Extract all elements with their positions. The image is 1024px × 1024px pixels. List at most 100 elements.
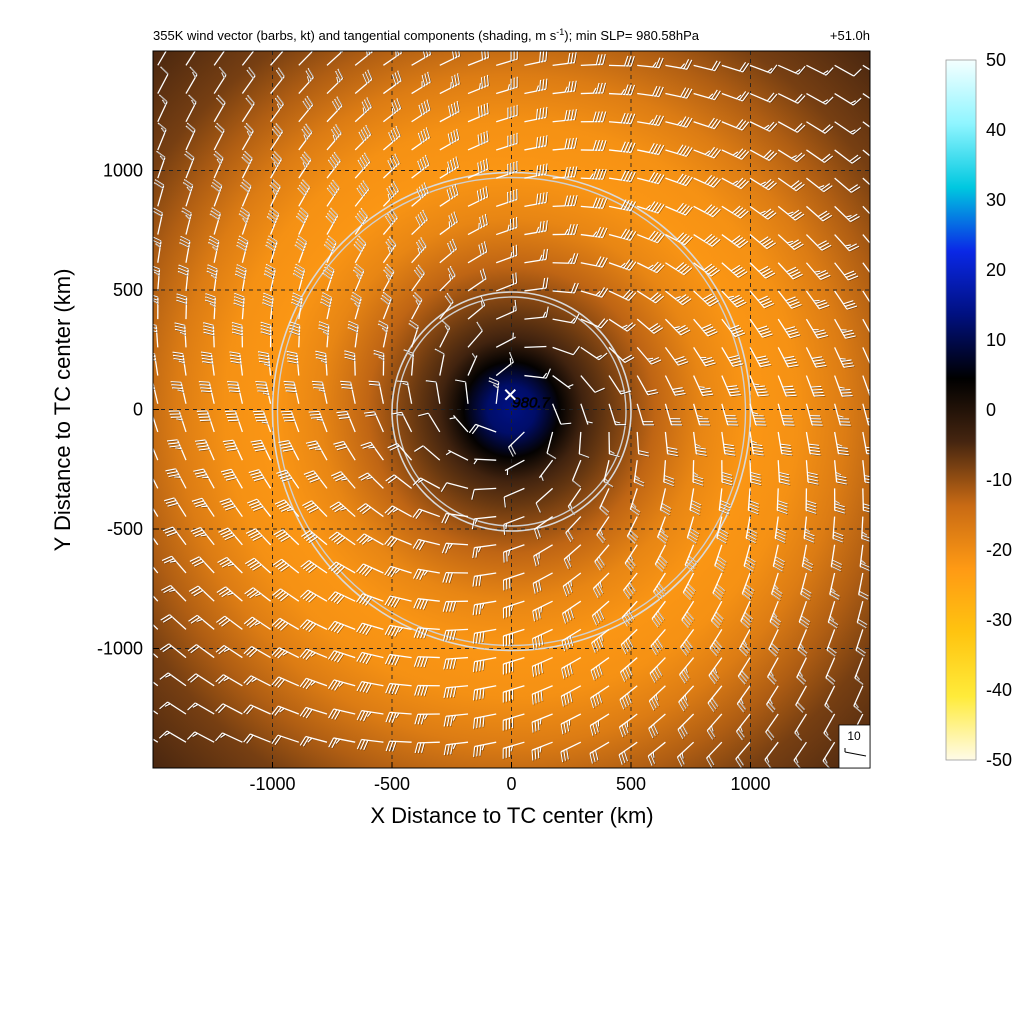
wind-barb: [159, 701, 187, 715]
wind-barb: [162, 526, 187, 546]
wind-barb: [749, 205, 778, 221]
wind-barb: [524, 135, 549, 151]
wind-barb: [502, 713, 525, 732]
wind-barb: [524, 106, 548, 123]
wind-barb: [552, 224, 579, 236]
wind-barb: [179, 235, 191, 263]
wind-barb: [384, 595, 412, 609]
wind-barb: [502, 656, 525, 676]
wind-barb: [777, 262, 804, 280]
wind-barb: [467, 186, 489, 207]
wind-barb: [153, 507, 159, 517]
wind-barb: [859, 544, 870, 572]
wind-barb: [473, 741, 497, 758]
wind-barb: [636, 261, 666, 274]
wind-barb: [853, 685, 864, 714]
wind-barb: [552, 253, 579, 265]
wind-barb: [496, 104, 519, 123]
wind-barb: [664, 375, 687, 397]
wind-barb: [271, 734, 299, 746]
wind-barb: [177, 264, 190, 292]
wind-barb: [153, 179, 165, 207]
wind-barb: [315, 350, 328, 376]
wind-barb: [531, 741, 553, 762]
wind-barb: [354, 152, 371, 179]
wind-barb: [768, 629, 781, 658]
wind-barb: [771, 572, 784, 601]
wind-barb: [567, 488, 582, 516]
wind-barb: [185, 51, 196, 66]
wind-barb: [531, 685, 553, 706]
wind-barb: [824, 685, 836, 714]
wind-barb: [633, 460, 646, 488]
wind-barb: [777, 375, 798, 398]
wind-barb: [502, 600, 525, 620]
wind-barb: [260, 321, 272, 348]
wind-barb: [185, 122, 197, 151]
wind-barb: [414, 741, 440, 754]
wind-barb: [356, 563, 384, 577]
wind-barb: [153, 652, 159, 659]
wind-barb: [692, 403, 711, 427]
wind-barb: [805, 290, 831, 310]
wind-barb: [434, 348, 446, 376]
wind-barb: [721, 460, 733, 487]
wind-barb: [467, 295, 486, 320]
wind-barb: [676, 741, 695, 768]
wind-barb: [774, 516, 787, 544]
wind-barb: [467, 353, 478, 376]
wind-barb: [411, 291, 423, 320]
wind-barb: [777, 460, 791, 486]
wind-barb: [164, 497, 187, 517]
wind-barb: [650, 628, 666, 656]
wind-barb: [273, 529, 300, 546]
wind-barb: [608, 170, 637, 183]
y-tick-label: 500: [113, 280, 143, 300]
wind-barb: [524, 368, 552, 380]
wind-barb: [441, 542, 469, 555]
wind-barb: [356, 622, 384, 636]
wind-barb: [157, 51, 167, 66]
wind-barb: [472, 628, 497, 645]
wind-barb: [749, 121, 778, 133]
wind-barb: [347, 320, 360, 348]
wind-barb: [257, 351, 272, 376]
wind-barb: [300, 560, 328, 574]
wind-barb: [473, 458, 497, 466]
wind-barb: [665, 173, 694, 187]
wind-barb: [766, 685, 779, 714]
wind-barb: [618, 741, 638, 766]
wind-barb: [411, 264, 426, 292]
wind-barb: [176, 293, 188, 320]
wind-barb: [443, 713, 469, 728]
wind-barb: [833, 460, 848, 486]
wind-barb: [301, 530, 328, 546]
wind-barb: [862, 403, 870, 427]
wind-barb: [356, 533, 384, 546]
wind-barb: [248, 469, 272, 489]
wind-barb: [233, 292, 246, 320]
wind-barb: [664, 346, 690, 367]
wind-barb: [636, 403, 655, 426]
wind-barb: [326, 124, 343, 151]
wind-barb: [443, 656, 469, 671]
wind-barb: [721, 318, 746, 338]
wind-barb: [552, 282, 580, 294]
wind-barb: [243, 645, 271, 659]
wind-barb: [271, 676, 300, 689]
wind-barb: [561, 628, 582, 652]
wind-barb: [665, 262, 693, 276]
wind-barb: [714, 544, 728, 573]
wind-barb: [524, 191, 549, 207]
wind-barb: [608, 84, 636, 96]
wind-barb: [292, 263, 306, 292]
wind-barb: [834, 177, 862, 194]
wind-barb: [222, 439, 243, 461]
range-ring: [391, 291, 632, 532]
wind-barb: [326, 68, 344, 95]
wind-barb: [255, 380, 272, 404]
wind-barb: [608, 431, 621, 458]
wind-barb: [203, 322, 215, 348]
wind-barb: [502, 741, 525, 760]
wind-barb: [777, 149, 806, 163]
